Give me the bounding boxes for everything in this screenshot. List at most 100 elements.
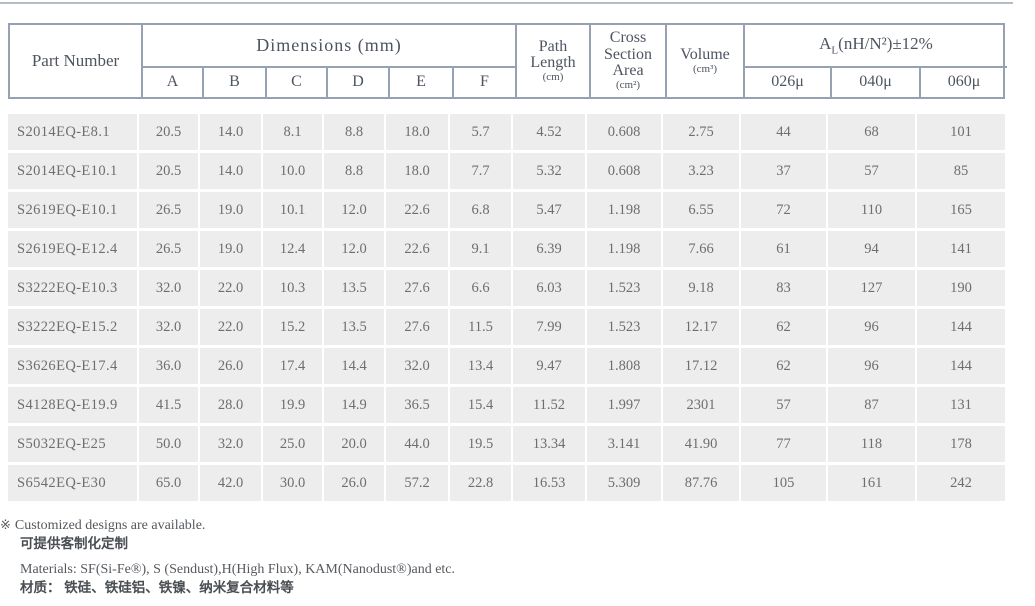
- col-header-al-value: AL(nH/N²)±12%: [743, 25, 1007, 66]
- cell-al-040: 68: [828, 114, 917, 150]
- cell-dim-e: 36.5: [386, 387, 450, 423]
- cell-dim-c: 10.1: [263, 192, 324, 228]
- cell-cross-section: 3.141: [587, 426, 663, 462]
- col-header-al-040: 040μ: [830, 66, 919, 97]
- cell-path-length: 5.32: [513, 153, 587, 189]
- col-header-cross-section: Cross Section Area (cm²): [589, 25, 665, 97]
- cell-cross-section: 0.608: [587, 114, 663, 150]
- cell-dim-f: 19.5: [450, 426, 513, 462]
- cell-part-number: S2619EQ-E10.1: [8, 192, 139, 228]
- cell-dim-c: 15.2: [263, 309, 324, 345]
- col-header-dimensions: Dimensions (mm): [141, 25, 515, 66]
- cell-dim-c: 19.9: [263, 387, 324, 423]
- cell-al-026: 62: [741, 309, 828, 345]
- note-materials-group: Materials: SF(Si-Fe®), S (Sendust),H(Hig…: [0, 561, 1000, 597]
- cell-al-026: 62: [741, 348, 828, 384]
- cell-volume: 2301: [663, 387, 741, 423]
- cell-dim-c: 12.4: [263, 231, 324, 267]
- cell-al-060: 144: [917, 348, 1005, 384]
- cell-al-040: 118: [828, 426, 917, 462]
- cell-path-length: 5.47: [513, 192, 587, 228]
- cell-dim-f: 9.1: [450, 231, 513, 267]
- cell-al-060: 178: [917, 426, 1005, 462]
- cell-dim-a: 20.5: [139, 114, 200, 150]
- cell-al-026: 57: [741, 387, 828, 423]
- cell-part-number: S3626EQ-E17.4: [8, 348, 139, 384]
- cell-part-number: S6542EQ-E30: [8, 465, 139, 501]
- cell-dim-d: 8.8: [324, 153, 386, 189]
- cell-dim-e: 57.2: [386, 465, 450, 501]
- cell-al-026: 44: [741, 114, 828, 150]
- cell-path-length: 6.03: [513, 270, 587, 306]
- cell-cross-section: 1.198: [587, 231, 663, 267]
- cell-dim-d: 12.0: [324, 231, 386, 267]
- col-header-dim-d: D: [326, 66, 388, 97]
- cell-cross-section: 1.997: [587, 387, 663, 423]
- cell-cross-section: 1.523: [587, 270, 663, 306]
- cell-path-length: 16.53: [513, 465, 587, 501]
- cell-al-040: 57: [828, 153, 917, 189]
- note-materials-cn: 材质： 铁硅、铁硅铝、铁镍、纳米复合材料等: [20, 580, 294, 595]
- cell-path-length: 6.39: [513, 231, 587, 267]
- table-row: S2619EQ-E12.4 26.5 19.0 12.4 12.0 22.6 9…: [8, 231, 1005, 267]
- cell-volume: 2.75: [663, 114, 741, 150]
- cell-al-040: 96: [828, 348, 917, 384]
- table-row: S3222EQ-E10.3 32.0 22.0 10.3 13.5 27.6 6…: [8, 270, 1005, 306]
- cell-al-060: 242: [917, 465, 1005, 501]
- cell-dim-a: 65.0: [139, 465, 200, 501]
- cell-al-040: 87: [828, 387, 917, 423]
- cell-dim-d: 26.0: [324, 465, 386, 501]
- cell-dim-b: 14.0: [200, 153, 263, 189]
- cell-al-060: 85: [917, 153, 1005, 189]
- cell-dim-d: 20.0: [324, 426, 386, 462]
- cell-al-040: 110: [828, 192, 917, 228]
- table-row: S5032EQ-E25 50.0 32.0 25.0 20.0 44.0 19.…: [8, 426, 1005, 462]
- top-divider: [0, 2, 1013, 4]
- cell-cross-section: 0.608: [587, 153, 663, 189]
- note-customized-cn: 可提供客制化定制: [20, 536, 128, 551]
- cell-dim-c: 30.0: [263, 465, 324, 501]
- cell-dim-d: 13.5: [324, 309, 386, 345]
- cell-dim-e: 22.6: [386, 192, 450, 228]
- col-header-dim-e: E: [388, 66, 452, 97]
- cell-al-040: 161: [828, 465, 917, 501]
- cell-al-060: 141: [917, 231, 1005, 267]
- col-header-path-length: Path Length (cm): [515, 25, 589, 97]
- cell-cross-section: 1.808: [587, 348, 663, 384]
- table-row: S3626EQ-E17.4 36.0 26.0 17.4 14.4 32.0 1…: [8, 348, 1005, 384]
- cell-dim-a: 26.5: [139, 192, 200, 228]
- spec-table: Part Number Dimensions (mm) A B C D E F …: [8, 23, 1007, 504]
- cell-dim-a: 32.0: [139, 270, 200, 306]
- cell-al-026: 61: [741, 231, 828, 267]
- cell-al-060: 165: [917, 192, 1005, 228]
- cell-cross-section: 5.309: [587, 465, 663, 501]
- cell-al-026: 83: [741, 270, 828, 306]
- cell-volume: 17.12: [663, 348, 741, 384]
- cell-part-number: S3222EQ-E10.3: [8, 270, 139, 306]
- cell-volume: 41.90: [663, 426, 741, 462]
- cell-dim-a: 32.0: [139, 309, 200, 345]
- reference-mark: ※: [0, 517, 11, 532]
- cell-part-number: S3222EQ-E15.2: [8, 309, 139, 345]
- cell-dim-f: 5.7: [450, 114, 513, 150]
- cell-dim-f: 6.8: [450, 192, 513, 228]
- cell-dim-b: 28.0: [200, 387, 263, 423]
- cell-al-060: 190: [917, 270, 1005, 306]
- cell-dim-e: 18.0: [386, 114, 450, 150]
- cell-path-length: 4.52: [513, 114, 587, 150]
- table-row: S6542EQ-E30 65.0 42.0 30.0 26.0 57.2 22.…: [8, 465, 1005, 501]
- cell-volume: 7.66: [663, 231, 741, 267]
- cell-al-040: 127: [828, 270, 917, 306]
- col-header-al-026: 026μ: [743, 66, 830, 97]
- footnotes: ※ Customized designs are available. 可提供客制…: [0, 516, 1000, 597]
- col-header-dim-b: B: [202, 66, 265, 97]
- col-header-part-number: Part Number: [31, 51, 120, 71]
- cell-path-length: 9.47: [513, 348, 587, 384]
- table-row: S4128EQ-E19.9 41.5 28.0 19.9 14.9 36.5 1…: [8, 387, 1005, 423]
- cell-dim-b: 14.0: [200, 114, 263, 150]
- cell-part-number: S4128EQ-E19.9: [8, 387, 139, 423]
- cell-cross-section: 1.523: [587, 309, 663, 345]
- cell-dim-a: 36.0: [139, 348, 200, 384]
- cell-dim-a: 26.5: [139, 231, 200, 267]
- cell-dim-c: 25.0: [263, 426, 324, 462]
